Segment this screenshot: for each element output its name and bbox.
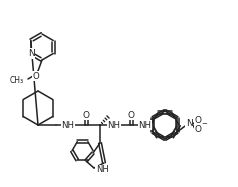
Text: NH: NH xyxy=(108,120,120,130)
Text: NH: NH xyxy=(139,120,152,130)
Text: +: + xyxy=(193,125,198,130)
Text: N: N xyxy=(186,119,193,128)
Text: N: N xyxy=(28,49,35,58)
Text: O: O xyxy=(128,111,134,119)
Text: NH: NH xyxy=(61,120,74,130)
Text: −: − xyxy=(202,121,208,127)
Text: O: O xyxy=(33,71,39,80)
Text: CH₃: CH₃ xyxy=(10,76,24,85)
Text: O: O xyxy=(83,111,89,119)
Text: NH: NH xyxy=(96,165,109,174)
Text: O: O xyxy=(195,116,202,125)
Text: O: O xyxy=(195,125,202,134)
